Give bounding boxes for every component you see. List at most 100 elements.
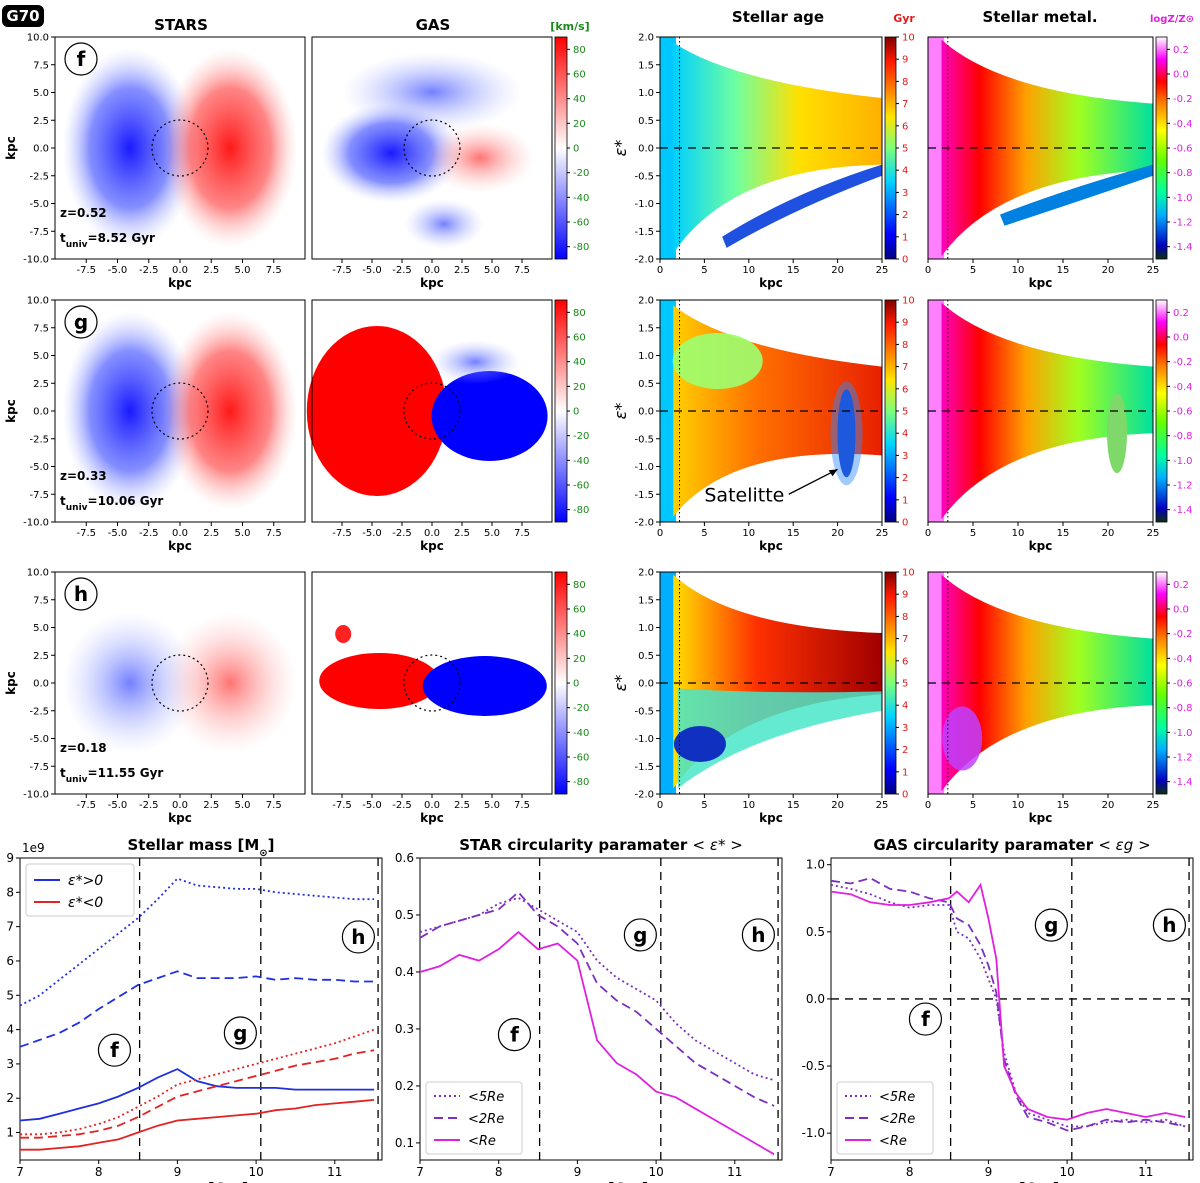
age-young-counter-rotating xyxy=(673,726,726,763)
panel-marker-letter: g xyxy=(1044,913,1058,937)
x-tick-label: 11 xyxy=(1138,1165,1153,1179)
y-tick-label: 0.4 xyxy=(395,965,414,979)
x-tick-label: 10 xyxy=(742,528,755,539)
x-tick-label: 5 xyxy=(970,265,976,276)
y-tick-label: -1.0 xyxy=(634,462,654,473)
title-gas: GAS xyxy=(416,16,451,34)
x-tick-label: -2.5 xyxy=(139,800,159,811)
x-tick-label: -2.5 xyxy=(392,800,412,811)
line-chart-0: Stellar mass [M⊙] 7 8 9 10 11 tUniverse [Gyr] 9… xyxy=(6,836,383,1183)
x-axis-label: kpc xyxy=(1029,539,1053,553)
colorbar-tick-label: -1.0 xyxy=(1173,728,1193,739)
lines-layer: Stellar mass [M⊙] 7 8 9 10 11 tUniverse [Gyr] 9… xyxy=(6,836,1194,1183)
panel-marker-circle xyxy=(741,918,775,952)
x-tick-label: 9 xyxy=(174,1165,182,1179)
y-tick-label: -7.5 xyxy=(29,227,49,238)
x-tick-label: 10 xyxy=(648,1165,663,1179)
x-axis-label: kpc xyxy=(420,276,444,290)
colorbar-tick-label: 20 xyxy=(573,382,586,393)
stars-velocity-map: -7.5 -5.0 -2.5 0.0 2.5 5.0 7.5 kpc 10.0 7.5 5.0 2.5… xyxy=(4,568,306,825)
x-tick-label: 25 xyxy=(876,800,889,811)
map-frame xyxy=(927,571,1154,795)
x-tick-label: 20 xyxy=(1102,528,1115,539)
x-axis-label: tUniverse [Gyr] xyxy=(965,1181,1060,1183)
colorbar-tick-label: -60 xyxy=(573,481,589,492)
colorbar-tick-label: 60 xyxy=(573,605,586,616)
age-counter-rotating-region xyxy=(677,688,882,789)
x-tick-label: 5.0 xyxy=(484,528,500,539)
gas-blue-patch xyxy=(430,340,521,384)
colorbar-tick-label: 5 xyxy=(902,144,908,155)
map-row-g: -7.5 -5.0 -2.5 0.0 2.5 5.0 7.5kpc10.07.55.02.5… xyxy=(4,296,1193,554)
x-tick-label: 2.5 xyxy=(203,800,219,811)
y-tick-label: -0.5 xyxy=(634,706,654,717)
panel-marker-circle xyxy=(623,918,657,952)
gas-red-patch xyxy=(425,123,535,193)
colorbar-tick-label: -0.4 xyxy=(1173,654,1193,665)
colorbar-tick-label: 0 xyxy=(573,144,579,155)
colorbar-tick-label: 1 xyxy=(902,767,908,778)
y-tick-label: -10.0 xyxy=(23,790,49,801)
y-tick-label: 0.0 xyxy=(638,679,654,690)
effective-radius-circle xyxy=(151,119,209,177)
x-axis-label: kpc xyxy=(1029,276,1053,290)
chart-title: Stellar mass [M⊙] xyxy=(127,836,274,859)
colorbar-tick-label: -0.6 xyxy=(1173,144,1193,155)
metal-counter-rotating-region xyxy=(942,706,983,771)
x-tick-label: -7.5 xyxy=(332,265,352,276)
x-tick-label: 25 xyxy=(1147,800,1160,811)
x-tick-label: 5.0 xyxy=(484,800,500,811)
map-row-h: -7.5 -5.0 -2.5 0.0 2.5 5.0 7.5kpc10.07.55.02.5… xyxy=(4,568,1193,826)
legend-label: <5Re xyxy=(468,1090,504,1105)
colorbar-tick-label: 8 xyxy=(902,340,908,351)
colorbar-tick-label: 20 xyxy=(573,119,586,130)
colorbar-tick-label: 2 xyxy=(902,745,908,756)
x-tick-label: 25 xyxy=(876,528,889,539)
y-tick-label: 8 xyxy=(6,885,14,899)
x-tick-label: 0 xyxy=(925,800,931,811)
x-tick-label: 10 xyxy=(1012,528,1025,539)
x-axis-label: tUniverse [Gyr] xyxy=(554,1181,649,1183)
y-tick-label: 1.0 xyxy=(806,858,825,872)
satellite-annotation: Satelitte xyxy=(704,484,784,506)
x-axis-label: kpc xyxy=(168,276,192,290)
galaxy-label-box xyxy=(2,5,44,27)
legend-label: <Re xyxy=(468,1134,496,1149)
colorbar-tick-label: -1.0 xyxy=(1173,193,1193,204)
colorbar-tick-label: -20 xyxy=(573,431,589,442)
age-colorbar xyxy=(884,36,897,260)
y-tick-label: 0.1 xyxy=(395,1136,414,1150)
y-tick-label: 0.5 xyxy=(395,908,414,922)
x-tick-label: -7.5 xyxy=(76,528,96,539)
x-tick-label: 11 xyxy=(327,1165,342,1179)
colorbar-tick-label: 1 xyxy=(902,232,908,243)
y-tick-label: 0.5 xyxy=(638,116,654,127)
y-tick-label: -2.0 xyxy=(634,790,654,801)
x-tick-label: 2.5 xyxy=(454,528,470,539)
colorbar-tick-label: 3 xyxy=(902,188,908,199)
x-tick-label: -7.5 xyxy=(332,528,352,539)
legend-box xyxy=(836,1081,934,1155)
map-row-f: -7.5 -5.0 -2.5 0.0 2.5 5.0 7.5kpc10.07.55.02.5… xyxy=(4,33,1193,291)
colorbar-tick-label: 5 xyxy=(902,407,908,418)
x-tick-label: 7.5 xyxy=(266,528,282,539)
colorbar-tick-label: -1.2 xyxy=(1173,753,1193,764)
metal-colorbar xyxy=(1155,36,1168,260)
satellite-arrow-head xyxy=(828,469,838,477)
maps-layer: -7.5 -5.0 -2.5 0.0 2.5 5.0 7.5kpc10.07.55.02.5… xyxy=(4,33,1193,826)
y-tick-label: 5.0 xyxy=(33,623,49,634)
colorbar-tick-label: 9 xyxy=(902,590,908,601)
y-tick-label: 0.5 xyxy=(806,925,825,939)
y-tick-label: 2.5 xyxy=(33,379,49,390)
colorbar-tick-label: -80 xyxy=(573,777,589,788)
y-axis-label: ε* xyxy=(611,140,630,157)
panel-marker-letter: h xyxy=(74,582,88,606)
x-axis-label: tUniverse [Gyr] xyxy=(154,1181,249,1183)
y-tick-label: -1.5 xyxy=(634,227,654,238)
y-tick-label: -0.5 xyxy=(634,434,654,445)
x-tick-label: -5.0 xyxy=(108,528,128,539)
gas-red-patch xyxy=(306,326,447,496)
x-tick-label: 10 xyxy=(248,1165,263,1179)
x-tick-label: 20 xyxy=(831,528,844,539)
y-tick-label: 7.5 xyxy=(33,323,49,334)
